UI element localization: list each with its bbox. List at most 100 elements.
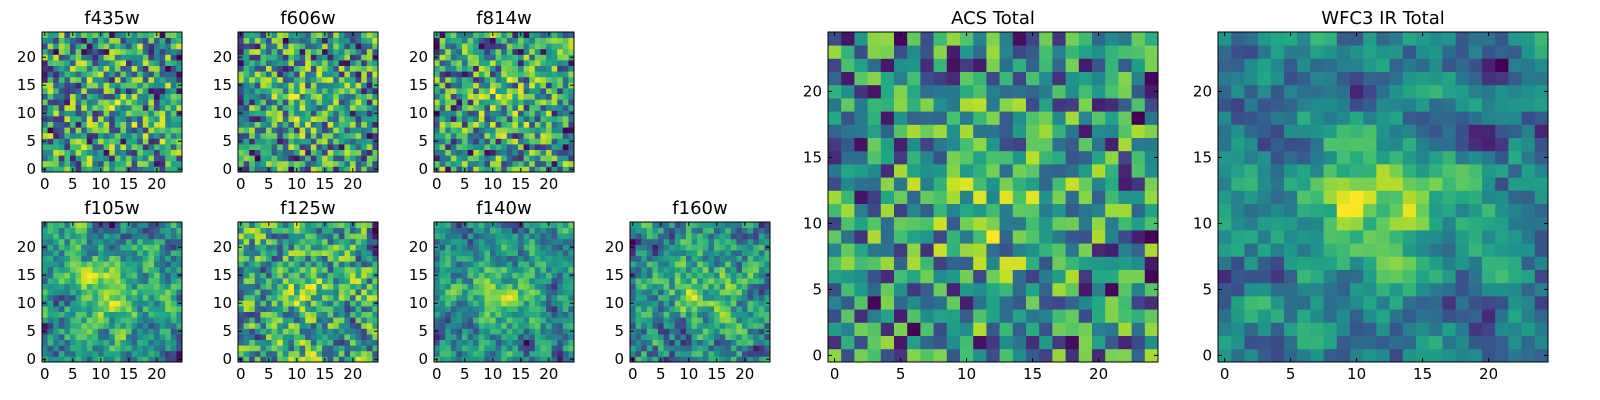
heatmap-cell: [686, 255, 692, 262]
heatmap-cell: [445, 76, 452, 83]
heatmap-cell: [557, 32, 564, 38]
heatmap-cell: [42, 317, 48, 324]
heatmap-cell: [630, 317, 636, 324]
heatmap-cell: [75, 104, 82, 111]
heatmap-cell: [467, 110, 474, 117]
heatmap-cell: [327, 266, 334, 273]
heatmap-cell: [361, 250, 368, 256]
heatmap-cell: [546, 149, 552, 156]
heatmap-cell: [260, 116, 267, 122]
heatmap-cell: [986, 177, 1000, 191]
heatmap-cell: [529, 110, 536, 117]
heatmap-cell: [467, 227, 474, 234]
heatmap-cell: [501, 278, 508, 284]
heatmap-cell: [170, 37, 177, 44]
heatmap-cell: [484, 289, 491, 296]
heatmap-cell: [288, 116, 295, 122]
heatmap-cell: [484, 339, 491, 346]
heatmap-cell: [176, 227, 183, 234]
heatmap-cell: [490, 227, 496, 234]
heatmap-cell: [562, 160, 569, 167]
heatmap-cell: [355, 350, 362, 357]
y-tick-label: 10: [409, 294, 428, 312]
heatmap-cell: [450, 272, 457, 279]
heatmap-cell: [137, 317, 144, 324]
heatmap-cell: [439, 149, 446, 156]
heatmap-cell: [294, 99, 300, 106]
heatmap-cell: [254, 311, 261, 318]
heatmap-cell: [64, 322, 71, 329]
heatmap-cell: [327, 37, 334, 44]
x-tick-label: 0: [40, 365, 50, 383]
y-tick-label: 5: [222, 132, 232, 150]
heatmap-cell: [64, 37, 71, 44]
heatmap-cell: [103, 255, 110, 262]
heatmap-cell: [159, 116, 166, 122]
heatmap-cell: [344, 244, 351, 251]
heatmap-cell: [114, 345, 121, 352]
heatmap-cell: [960, 190, 974, 204]
heatmap-cell: [58, 48, 65, 55]
heatmap-cell: [708, 233, 715, 240]
heatmap-cell: [42, 116, 48, 122]
heatmap-cell: [137, 149, 144, 156]
heatmap-cell: [344, 294, 351, 301]
heatmap-cell: [462, 328, 468, 335]
heatmap-cell: [64, 328, 71, 335]
heatmap-cell: [478, 250, 485, 256]
heatmap-cell: [64, 283, 71, 290]
heatmap-cell: [523, 60, 530, 66]
heatmap-cell: [730, 266, 737, 273]
heatmap-cell: [484, 82, 491, 89]
heatmap-cell: [646, 350, 653, 357]
heatmap-cell: [630, 311, 636, 318]
heatmap-cell: [75, 227, 82, 234]
heatmap-cell: [271, 121, 278, 128]
heatmap-cell: [165, 328, 172, 335]
heatmap-cell: [445, 144, 452, 150]
heatmap-cell: [47, 37, 54, 44]
heatmap-cell: [462, 144, 468, 150]
heatmap-cell: [1118, 177, 1132, 191]
heatmap-cell: [753, 233, 760, 240]
heatmap-cell: [366, 311, 373, 318]
heatmap-cell: [894, 230, 908, 244]
heatmap-cell: [691, 311, 698, 318]
heatmap-cell: [266, 82, 272, 89]
heatmap-cell: [282, 110, 289, 117]
heatmap-cell: [154, 110, 160, 117]
heatmap-cell: [170, 244, 177, 251]
heatmap-cell: [501, 104, 508, 111]
heatmap-cell: [546, 255, 552, 262]
heatmap-cell: [742, 250, 748, 256]
heatmap-cell: [646, 233, 653, 240]
heatmap-cell: [355, 144, 362, 150]
heatmap-cell: [322, 300, 328, 307]
heatmap-cell: [159, 76, 166, 83]
heatmap-cell: [316, 76, 323, 83]
heatmap-cell: [254, 238, 261, 245]
heatmap-cell: [439, 155, 446, 162]
y-tick-label: 5: [26, 322, 36, 340]
heatmap-cell: [176, 76, 183, 83]
heatmap-cell: [154, 328, 160, 335]
heatmap-cell: [333, 255, 340, 262]
heatmap-cell: [271, 88, 278, 94]
heatmap-cell: [551, 93, 558, 100]
heatmap-cell: [327, 272, 334, 279]
heatmap-cell: [350, 334, 356, 340]
heatmap-cell: [333, 160, 340, 167]
heatmap-cell: [495, 76, 502, 83]
heatmap-cell: [495, 93, 502, 100]
heatmap-cell: [42, 250, 48, 256]
heatmap-cell: [540, 160, 547, 167]
heatmap-cell: [630, 238, 636, 245]
heatmap-cell: [473, 32, 480, 38]
heatmap-cell: [986, 203, 1000, 218]
heatmap-cell: [669, 334, 676, 340]
heatmap-cell: [165, 144, 172, 150]
heatmap-cell: [540, 294, 547, 301]
heatmap-cell: [529, 294, 536, 301]
heatmap-cell: [697, 266, 704, 273]
heatmap-cell: [730, 294, 737, 301]
